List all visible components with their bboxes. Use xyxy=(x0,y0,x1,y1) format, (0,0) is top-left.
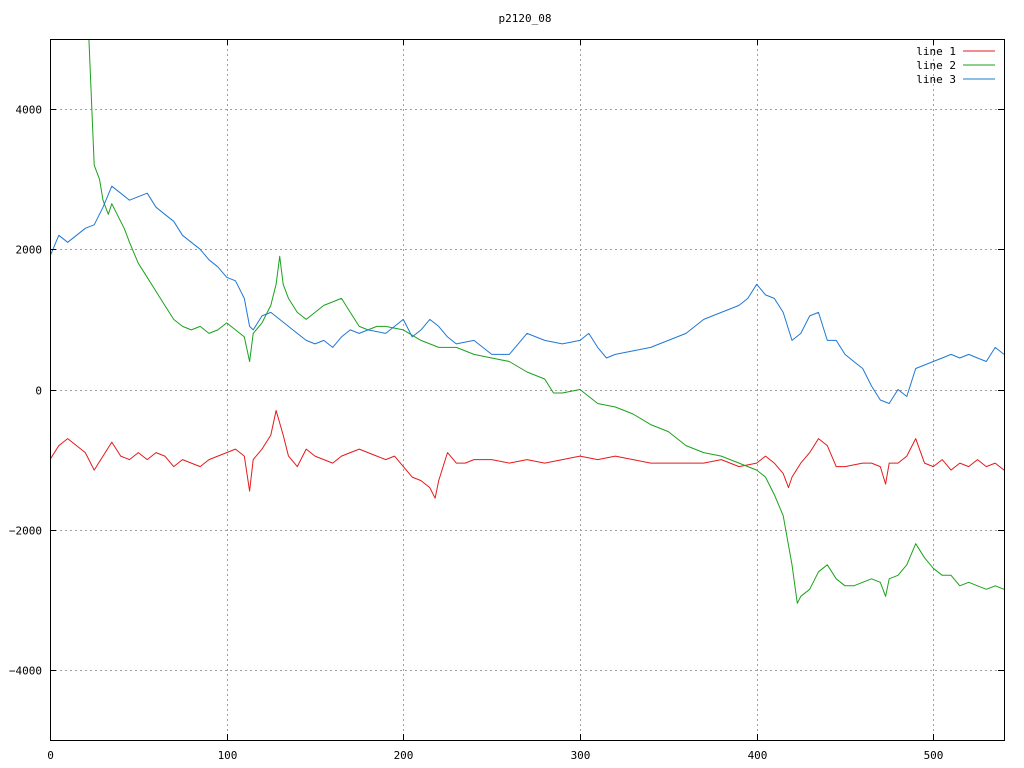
series-group xyxy=(50,39,1004,604)
x-tick-label: 400 xyxy=(748,749,768,762)
grid xyxy=(50,39,1004,740)
y-tick-label: 2000 xyxy=(16,244,43,257)
legend-label: line 2 xyxy=(916,59,956,72)
legend-label: line 1 xyxy=(916,45,956,58)
legend-label: line 3 xyxy=(916,73,956,86)
series-line-3 xyxy=(50,185,1004,404)
x-tick-label: 100 xyxy=(218,749,238,762)
series-line-2 xyxy=(88,39,1004,604)
tick-labels: 0 100 200 300 400 500 −4000 −2000 0 2000 4000 xyxy=(9,39,1004,762)
y-tick-label: 0 xyxy=(35,385,42,398)
y-tick-label: 4000 xyxy=(16,104,43,117)
x-tick-label: 500 xyxy=(924,749,944,762)
series-line-1 xyxy=(50,410,1004,499)
y-tick-label: −2000 xyxy=(9,525,42,538)
x-tick-label: 200 xyxy=(394,749,414,762)
y-tick-label: −4000 xyxy=(9,665,42,678)
x-tick-label: 0 xyxy=(47,749,54,762)
x-tick-label: 300 xyxy=(571,749,591,762)
chart-title: p2120_08 xyxy=(499,12,552,25)
